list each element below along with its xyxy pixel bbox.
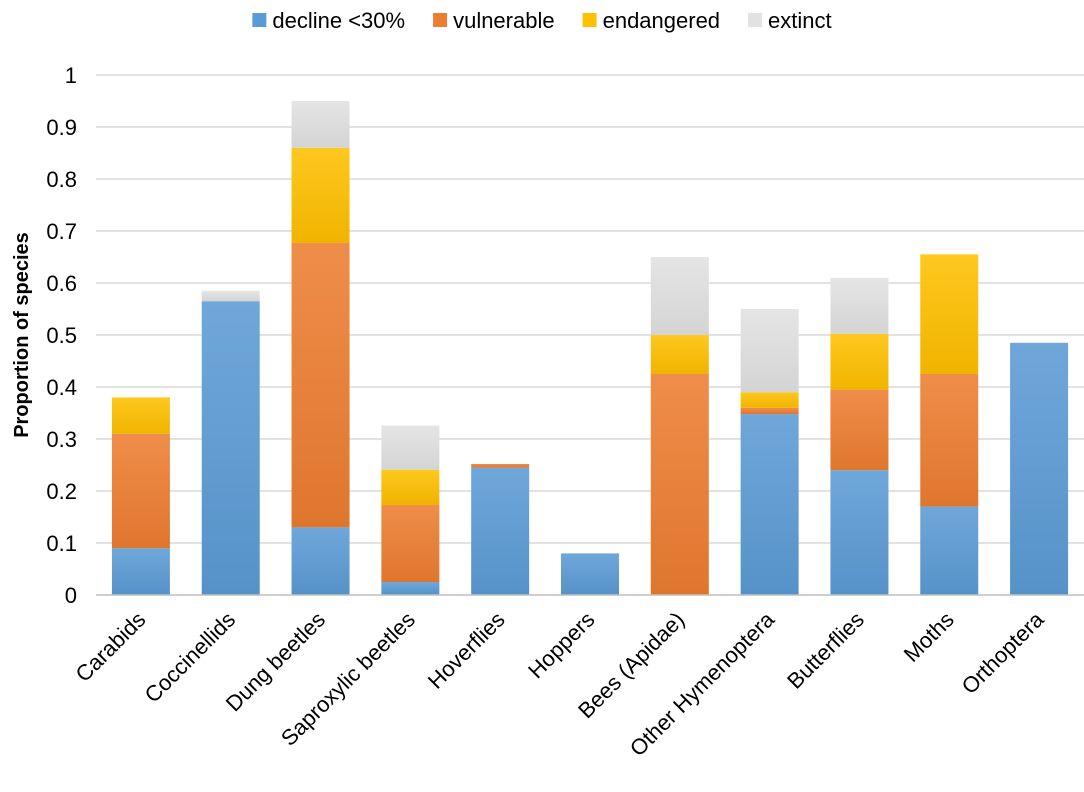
- bar-stack-carabids: [111, 397, 170, 595]
- bar-segment-vulnerable: [740, 407, 799, 415]
- bar-segment-decline-30: [830, 470, 889, 595]
- gridlines: [96, 74, 1084, 544]
- x-category-label: Hoppers: [523, 607, 599, 683]
- bar-segment-vulnerable: [381, 505, 440, 582]
- bar-stack-moths: [920, 254, 979, 595]
- x-category-label: Orthoptera: [957, 606, 1050, 699]
- legend-label: endangered: [603, 8, 720, 33]
- bar-stack-coccinellids: [201, 290, 260, 595]
- bar-segment-endangered: [830, 333, 889, 390]
- legend-swatch: [748, 13, 763, 27]
- bar-segment-extinct: [381, 425, 440, 470]
- bar-segment-endangered: [291, 147, 350, 243]
- y-tick-label: 0.7: [46, 219, 77, 244]
- y-tick-label: 0.6: [46, 271, 77, 296]
- bar-segment-endangered: [650, 335, 709, 374]
- bar-segment-decline-30: [920, 506, 979, 595]
- bar-segment-endangered: [920, 254, 979, 374]
- bar-stack-hoverflies: [471, 463, 530, 595]
- y-axis-title: Proportion of species: [11, 232, 33, 438]
- bar-segment-vulnerable: [650, 374, 709, 595]
- bar-segment-decline-30: [1010, 342, 1069, 595]
- bar-segment-extinct: [830, 277, 889, 334]
- legend-label: extinct: [768, 8, 832, 33]
- bar-segment-endangered: [111, 397, 170, 434]
- bar-segment-decline-30: [111, 548, 170, 595]
- y-axis-tick-labels: 0 0.1 0.2 0.3 0.4 0.5 0.6 0.7 0.8 0.9 1: [46, 63, 77, 608]
- y-tick-label: 0.2: [46, 479, 77, 504]
- y-tick-label: 0: [65, 583, 77, 608]
- legend-swatch: [433, 13, 448, 27]
- legend-item: vulnerable: [433, 8, 555, 33]
- y-tick-label: 0.9: [46, 115, 77, 140]
- bar-segment-decline-30: [471, 467, 530, 595]
- bar-segment-extinct: [650, 257, 709, 335]
- y-tick-label: 0.8: [46, 167, 77, 192]
- y-tick-label: 0.4: [46, 375, 77, 400]
- legend-label: vulnerable: [453, 8, 555, 33]
- legend-swatch: [252, 13, 267, 27]
- y-tick-label: 1: [65, 63, 77, 88]
- bar-segment-vulnerable: [830, 389, 889, 471]
- bar-segment-endangered: [740, 392, 799, 408]
- y-tick-label: 0.3: [46, 427, 77, 452]
- legend-swatch: [582, 13, 597, 27]
- legend-label: decline <30%: [272, 8, 405, 33]
- legend: decline <30% vulnerable endangered extinct: [252, 8, 832, 33]
- bar-segment-extinct: [740, 309, 799, 393]
- bar-segment-decline-30: [740, 414, 799, 595]
- bar-stack-other-hymenoptera: [740, 309, 799, 595]
- x-category-label: Butterflies: [782, 607, 869, 694]
- bar-stack-hoppers: [561, 553, 619, 595]
- bar-segment-vulnerable: [291, 242, 350, 528]
- x-category-label: Carabids: [71, 607, 151, 687]
- bar-segment-vulnerable: [111, 433, 170, 549]
- x-category-label: Hoverflies: [423, 607, 510, 694]
- bar-stack-orthoptera: [1010, 342, 1069, 595]
- legend-item: extinct: [748, 8, 832, 33]
- bar-segment-decline-30: [381, 582, 440, 595]
- x-category-label: Coccinellids: [140, 607, 241, 708]
- bar-segment-decline-30: [201, 301, 260, 595]
- x-category-label: Moths: [899, 607, 959, 667]
- bar-stack-saproxylic-beetles: [381, 425, 440, 595]
- bar-stack-bees-apidae: [650, 257, 709, 595]
- bar-segment-extinct: [201, 290, 260, 302]
- legend-item: decline <30%: [252, 8, 405, 33]
- bar-stack-butterflies: [830, 277, 889, 595]
- legend-item: endangered: [582, 8, 720, 33]
- bar-segment-decline-30: [291, 527, 350, 595]
- bar-segment-extinct: [291, 101, 350, 148]
- y-tick-label: 0.1: [46, 531, 77, 556]
- bar-segment-vulnerable: [920, 374, 979, 507]
- bar-segment-decline-30: [561, 553, 619, 595]
- bars: [111, 101, 1069, 595]
- bar-stack-dung-beetles: [291, 101, 350, 595]
- bar-segment-vulnerable: [471, 463, 530, 468]
- y-tick-label: 0.5: [46, 323, 77, 348]
- bar-segment-endangered: [381, 469, 440, 506]
